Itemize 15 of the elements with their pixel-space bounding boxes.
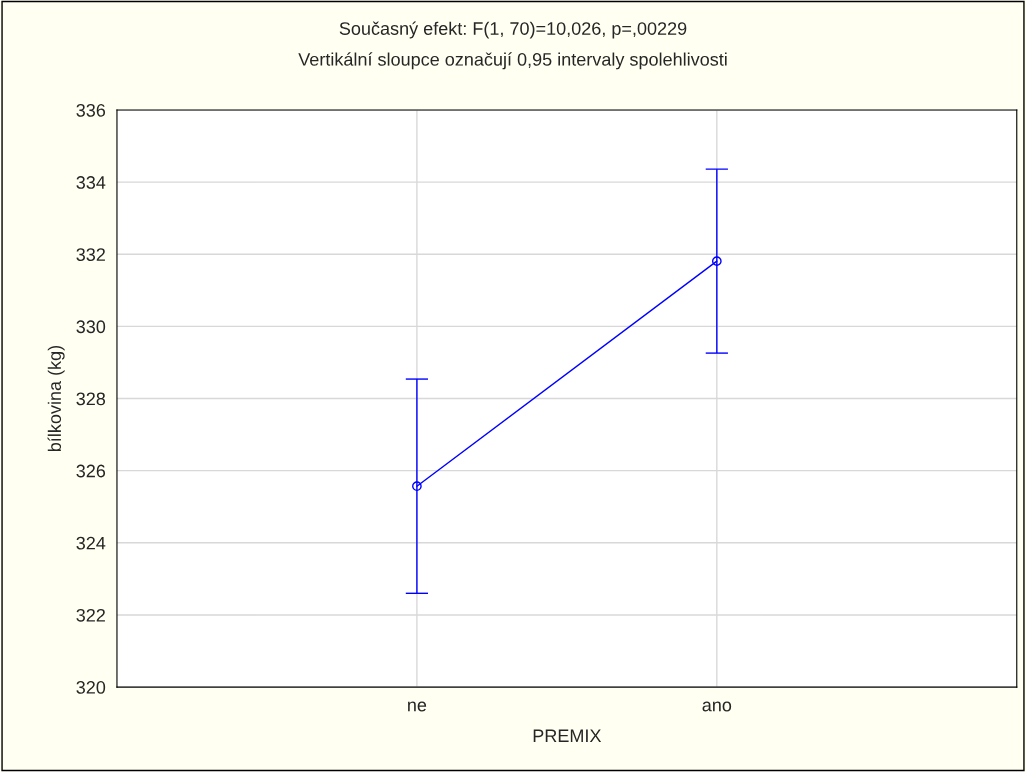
y-tick-label: 326 — [76, 464, 106, 478]
y-tick-label: 330 — [76, 320, 106, 334]
y-tick-label: 334 — [76, 176, 106, 189]
y-tick-label: 322 — [76, 608, 105, 622]
x-axis-title: PREMIX — [533, 729, 602, 742]
y-tick-label: 336 — [76, 103, 106, 117]
y-axis-title: bílkovina (kg) — [47, 345, 65, 452]
chart-subtitle: Vertikální sloupce označují 0,95 intervaly spolehlivosti — [298, 52, 727, 70]
y-tick-label: 328 — [76, 392, 106, 406]
y-tick-label: 324 — [76, 536, 106, 550]
x-tick-label: ne — [408, 701, 427, 712]
x-tick-label: ano — [702, 701, 732, 712]
y-tick-label: 332 — [76, 248, 105, 261]
chart-title: Současný efekt: F(1, 70)=10,026, p=,00229 — [339, 21, 687, 39]
y-tick-label: 320 — [76, 681, 106, 694]
